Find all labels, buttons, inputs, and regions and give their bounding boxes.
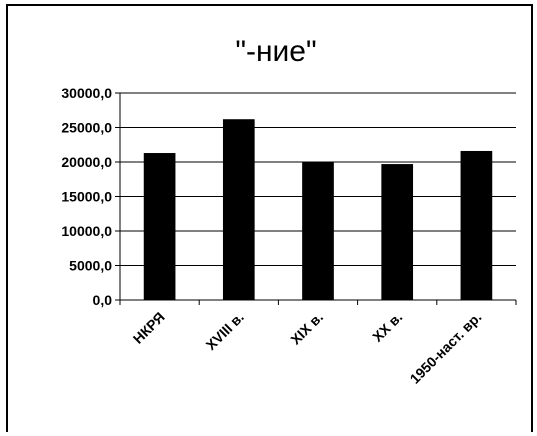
x-tick-label: XIX в. — [287, 309, 326, 348]
x-tick-label: XVIII в. — [203, 309, 247, 353]
chart-title: "-ние" — [235, 35, 316, 68]
y-tick-label: 15000,0 — [61, 189, 112, 205]
bar — [222, 119, 255, 300]
x-tick-label: XX в. — [369, 309, 405, 345]
bar — [302, 162, 334, 300]
y-tick-label: 0,0 — [93, 292, 113, 308]
x-axis-tick-labels: НКРЯ XVIII в. XIX в. XX в. 1950-наст. вр. — [130, 309, 485, 387]
x-tick-label: 1950-наст. вр. — [407, 309, 485, 387]
y-tick-label: 25000,0 — [61, 120, 112, 136]
y-tick-label: 20000,0 — [61, 154, 112, 170]
bar-chart: "-ние" 0,0 5000,0 10000,0 15000,0 20000,0 250… — [61, 35, 517, 387]
y-tick-label: 10000,0 — [61, 223, 112, 239]
y-tick-label: 5000,0 — [69, 258, 112, 274]
y-tick-label: 30000,0 — [61, 85, 112, 101]
y-axis-tick-labels: 0,0 5000,0 10000,0 15000,0 20000,0 25000,0 300… — [61, 85, 112, 308]
bar — [143, 153, 176, 300]
bar — [381, 164, 414, 300]
bars — [143, 119, 493, 300]
bar — [460, 150, 493, 300]
chart-area: "-ние" 0,0 5000,0 10000,0 15000,0 20000,0 250… — [6, 4, 533, 432]
x-tick-label: НКРЯ — [130, 309, 168, 347]
axes — [115, 92, 517, 305]
